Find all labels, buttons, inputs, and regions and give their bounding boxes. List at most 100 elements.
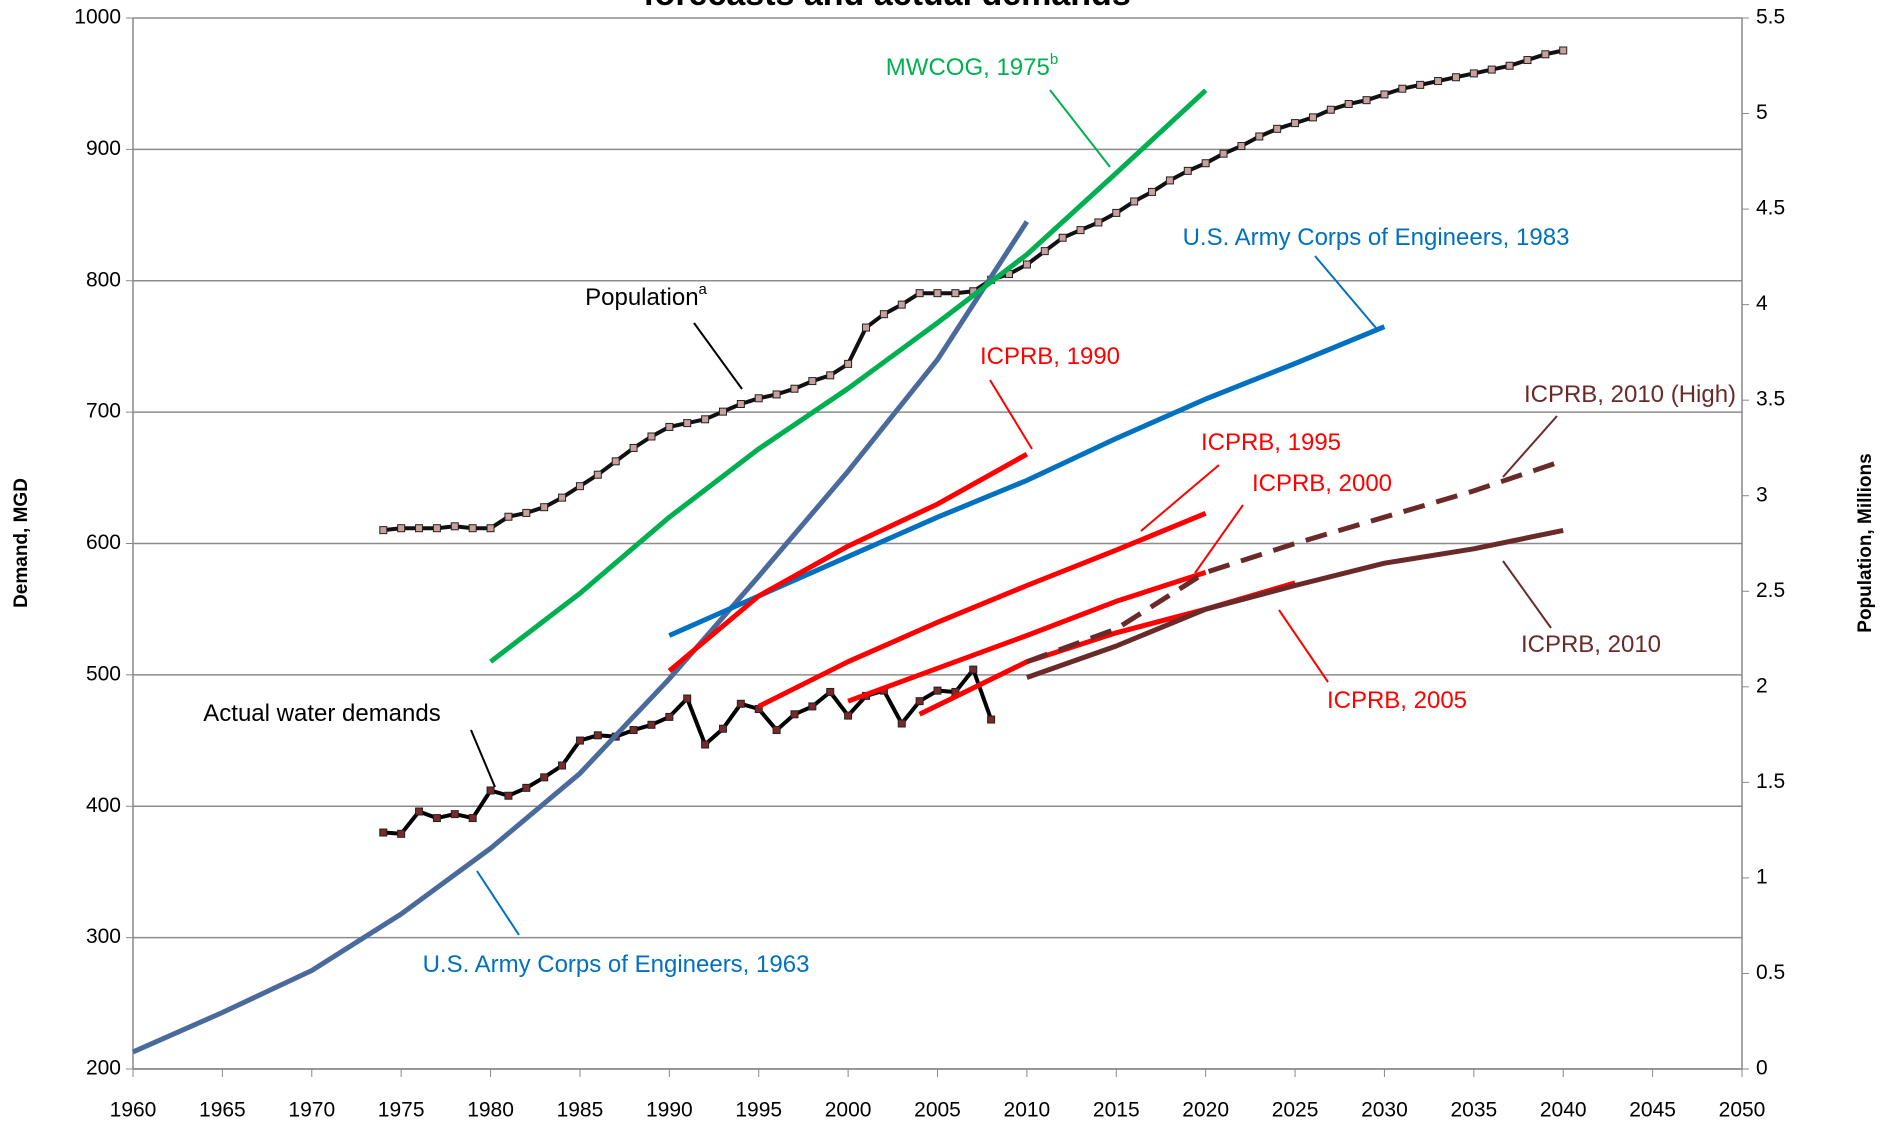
y2-tick-label: 2.5 <box>1756 579 1785 602</box>
x-tick-label: 2050 <box>1719 1099 1766 1122</box>
series-line <box>383 667 993 836</box>
marker <box>1505 61 1514 70</box>
marker <box>701 415 710 424</box>
marker <box>486 786 495 795</box>
y2-tick-label: 2 <box>1756 674 1768 697</box>
y-tick-label: 1000 <box>74 6 121 29</box>
marker <box>1076 226 1085 235</box>
x-tick-label: 2005 <box>914 1099 961 1122</box>
marker <box>1219 149 1228 158</box>
x-tick-label: 1985 <box>557 1099 604 1122</box>
marker <box>754 394 763 403</box>
marker <box>1326 105 1335 114</box>
x-tick-label: 1990 <box>646 1099 693 1122</box>
marker <box>1130 197 1139 206</box>
marker <box>1273 124 1282 133</box>
leader-line <box>1194 504 1244 574</box>
marker <box>1022 260 1031 269</box>
marker <box>1559 46 1568 55</box>
marker <box>432 524 441 533</box>
marker <box>1201 159 1210 168</box>
x-tick-label: 2040 <box>1540 1099 1587 1122</box>
marker <box>593 470 602 479</box>
marker <box>1094 218 1103 227</box>
marker <box>540 773 549 782</box>
marker <box>1434 77 1443 86</box>
marker <box>468 524 477 533</box>
marker <box>915 289 924 298</box>
marker <box>1040 247 1049 256</box>
marker <box>611 457 620 466</box>
marker <box>808 702 817 711</box>
x-tick-label: 2015 <box>1093 1099 1140 1122</box>
series-name: ICPRB, 1995 <box>1201 429 1341 456</box>
series-name: ICPRB, 1990 <box>980 343 1120 370</box>
marker <box>1523 56 1532 65</box>
marker <box>665 712 674 721</box>
y-tick-label: 400 <box>86 794 121 817</box>
series-label: U.S. Army Corps of Engineers, 1983 <box>1183 224 1570 251</box>
marker <box>1058 233 1067 242</box>
leader-line <box>693 322 743 390</box>
series-line <box>757 510 1207 709</box>
series-line <box>668 324 1386 638</box>
leader-line <box>1140 464 1220 532</box>
series-label: ICPRB, 1990 <box>980 343 1120 370</box>
leader-line <box>1049 89 1111 168</box>
marker <box>1165 176 1174 185</box>
marker <box>826 687 835 696</box>
y2-axis-title: Population, Millions <box>1855 453 1876 632</box>
x-tick-label: 1960 <box>110 1099 157 1122</box>
marker <box>665 422 674 431</box>
marker <box>647 720 656 729</box>
marker <box>736 699 745 708</box>
y-tick-label: 500 <box>86 662 121 685</box>
marker <box>1148 187 1157 196</box>
marker <box>772 390 781 399</box>
marker <box>379 828 388 837</box>
series-label: Populationa <box>585 281 707 311</box>
marker <box>522 783 531 792</box>
series-label: ICPRB, 2000 <box>1252 470 1392 497</box>
marker <box>450 810 459 819</box>
marker <box>718 724 727 733</box>
marker <box>861 323 870 332</box>
marker <box>1112 208 1121 217</box>
marker <box>897 719 906 728</box>
y2-tick-label: 1 <box>1756 865 1768 888</box>
series-name: Population <box>585 284 698 311</box>
marker <box>718 407 727 416</box>
marker <box>736 400 745 409</box>
chart-title: forecasts and actual demands <box>643 0 1131 13</box>
x-tick-label: 1970 <box>288 1099 335 1122</box>
marker <box>1237 142 1246 151</box>
series-label: U.S. Army Corps of Engineers, 1963 <box>423 951 810 978</box>
series-label: ICPRB, 2005 <box>1327 687 1467 714</box>
marker <box>593 731 602 740</box>
marker <box>1362 96 1371 105</box>
y2-tick-label: 3 <box>1756 483 1768 506</box>
x-tick-label: 2025 <box>1272 1099 1319 1122</box>
marker <box>415 524 424 533</box>
marker <box>683 419 692 428</box>
y-tick-label: 600 <box>86 531 121 554</box>
marker <box>575 482 584 491</box>
y-tick-label: 800 <box>86 268 121 291</box>
series-sup: b <box>1050 51 1058 68</box>
y-axis-title: Demand, MGD <box>11 478 32 608</box>
y-tick-label: 300 <box>86 925 121 948</box>
marker <box>379 526 388 535</box>
y-tick-label: 700 <box>86 400 121 423</box>
marker <box>1487 65 1496 74</box>
marker <box>701 740 710 749</box>
marker <box>844 359 853 368</box>
marker <box>1344 99 1353 108</box>
series-label: ICPRB, 2010 <box>1521 631 1661 658</box>
marker <box>915 697 924 706</box>
series-line <box>847 570 1207 704</box>
series-name: ICPRB, 2010 <box>1521 631 1661 658</box>
series-line <box>1026 527 1564 680</box>
series-name: ICPRB, 2010 (High) <box>1524 381 1736 408</box>
